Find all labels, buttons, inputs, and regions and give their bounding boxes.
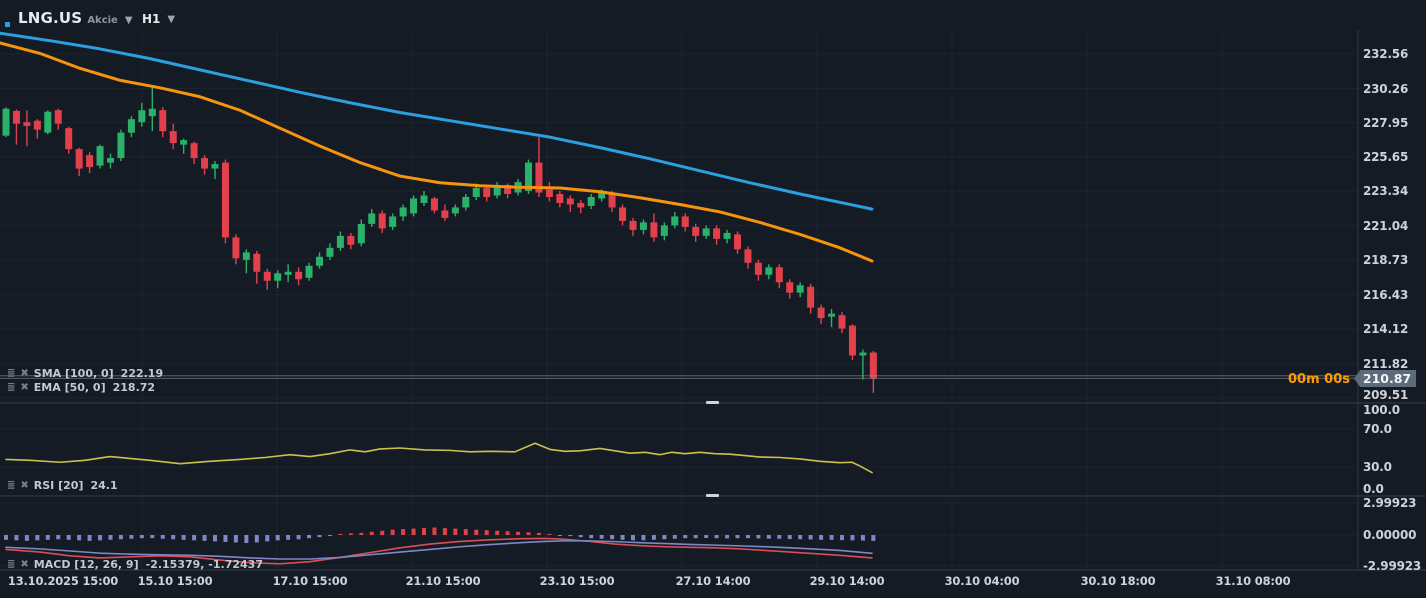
price-axis-label: 218.73 (1363, 253, 1409, 267)
timeframe-select[interactable]: H1 (142, 12, 161, 26)
macd-value: -2.15379, -1.72437 (145, 558, 263, 571)
price-axis-label: 232.56 (1363, 47, 1409, 61)
sma-close-icon[interactable]: ✖ (20, 367, 29, 379)
macd-axis-label: 0.00000 (1363, 528, 1417, 542)
rsi-axis-label: 30.0 (1363, 460, 1392, 474)
sma-label: SMA [100, 0] (33, 367, 114, 380)
macd-close-icon[interactable]: ✖ (20, 558, 29, 570)
macd-line (5, 537, 873, 565)
macd-panel-resize-handle[interactable] (706, 494, 719, 497)
ema-settings-icon[interactable]: ≣ (7, 381, 16, 393)
time-axis-label: 13.10.2025 15:00 (7, 574, 119, 588)
price-axis-label: 225.65 (1363, 150, 1409, 164)
price-axis-label: 209.51 (1363, 388, 1409, 402)
rsi-axis-label: 100.0 (1363, 403, 1400, 417)
bar-countdown-timer: 00m 00s (1288, 372, 1350, 387)
ema-label: EMA [50, 0] (33, 381, 106, 394)
ema-value: 218.72 (112, 381, 156, 394)
time-axis-label: 27.10 14:00 (675, 574, 751, 588)
macd-histogram (4, 527, 876, 544)
ema-close-icon[interactable]: ✖ (20, 381, 29, 393)
current-price-badge: 210.87 (1354, 370, 1416, 387)
rsi-axis-label: 70.0 (1363, 422, 1392, 436)
price-axis-label: 227.95 (1363, 115, 1409, 130)
price-axis-label: 223.34 (1363, 184, 1409, 198)
rsi-label: RSI [20] (33, 479, 84, 492)
grid-layer (0, 30, 1358, 570)
price-axis-label: 221.04 (1363, 218, 1409, 233)
macd-axis-label: -2.99923 (1363, 559, 1422, 573)
symbol-name[interactable]: LNG.US (18, 9, 83, 27)
rsi-line (5, 442, 873, 474)
sma-line (0, 31, 874, 211)
current-price-lines (0, 375, 1358, 379)
macd-signal-line (5, 540, 873, 560)
ema-indicator-row: ≣ ✖ EMA [50, 0] 218.72 (7, 381, 155, 394)
time-axis-label: 30.10 18:00 (1080, 574, 1156, 588)
rsi-indicator-row: ≣ ✖ RSI [20] 24.1 (7, 479, 118, 492)
time-axis-label: 23.10 15:00 (539, 574, 615, 588)
time-axis-label: 30.10 04:00 (944, 574, 1020, 588)
sma-anchor-marker (5, 22, 10, 27)
rsi-close-icon[interactable]: ✖ (20, 479, 29, 491)
rsi-settings-icon[interactable]: ≣ (7, 479, 16, 491)
ema-line (0, 41, 874, 263)
market-type-label: Akcie (87, 15, 118, 26)
macd-axis-label: 2.99923 (1363, 496, 1417, 510)
panel-dividers (0, 30, 1426, 571)
price-axis-label: 214.12 (1363, 322, 1409, 336)
sma-settings-icon[interactable]: ≣ (7, 367, 16, 379)
rsi-value: 24.1 (90, 479, 118, 492)
symbol-chevron-down-icon[interactable]: ▼ (124, 15, 133, 26)
time-axis-label: 21.10 15:00 (405, 574, 481, 588)
macd-label: MACD [12, 26, 9] (33, 558, 139, 571)
time-axis-label: 17.10 15:00 (272, 574, 348, 588)
time-axis-label: 29.10 14:00 (809, 574, 885, 588)
price-axis-label: 230.26 (1363, 81, 1409, 96)
candles-layer (2, 87, 877, 393)
macd-settings-icon[interactable]: ≣ (7, 558, 16, 570)
time-axis-label: 31.10 08:00 (1215, 574, 1291, 588)
time-axis-label: 15.10 15:00 (137, 574, 213, 588)
timeframe-chevron-down-icon[interactable]: ▼ (167, 13, 176, 25)
price-axis-label: 211.82 (1363, 356, 1409, 371)
rsi-panel-resize-handle[interactable] (706, 401, 719, 404)
macd-indicator-row: ≣ ✖ MACD [12, 26, 9] -2.15379, -1.72437 (7, 558, 263, 571)
price-axis-label: 216.43 (1363, 287, 1409, 302)
rsi-axis-label: 0.0 (1363, 482, 1384, 496)
sma-indicator-row: ≣ ✖ SMA [100, 0] 222.19 (7, 367, 163, 380)
sma-value: 222.19 (120, 367, 164, 380)
